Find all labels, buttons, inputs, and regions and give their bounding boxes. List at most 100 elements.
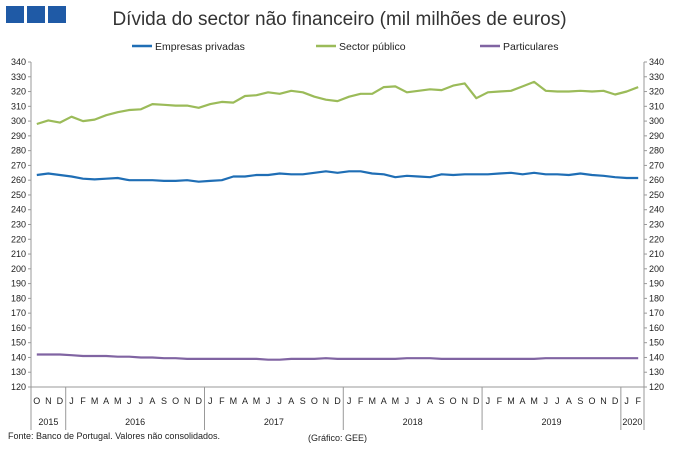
x-tick-label: A: [242, 396, 248, 406]
x-tick-label: N: [45, 396, 52, 406]
x-tick-label: F: [497, 396, 503, 406]
x-tick-label: M: [392, 396, 400, 406]
x-tick-label: J: [69, 396, 74, 406]
y-tick-label: 210: [11, 249, 26, 259]
x-tick-label: F: [80, 396, 86, 406]
year-label: 2019: [541, 417, 561, 427]
y-tick-label: 330: [11, 72, 26, 82]
y-tick-label: 320: [11, 87, 26, 97]
x-tick-label: J: [405, 396, 410, 406]
x-tick-label: J: [347, 396, 352, 406]
legend: Empresas privadas Sector público Particula…: [132, 41, 558, 53]
y-tick-label: 170: [11, 308, 26, 318]
x-tick-label: O: [172, 396, 179, 406]
series-line: [36, 80, 639, 126]
x-tick-label: F: [635, 396, 641, 406]
x-tick-label: F: [219, 396, 225, 406]
x-tick-label: N: [184, 396, 191, 406]
year-label: 2016: [125, 417, 145, 427]
x-tick-label: M: [530, 396, 538, 406]
x-tick-label: M: [253, 396, 261, 406]
x-tick-label: D: [473, 396, 480, 406]
y-tick-label-right: 270: [649, 160, 664, 170]
x-tick-label: J: [277, 396, 282, 406]
series-lines: [36, 80, 639, 361]
y-tick-label-right: 180: [649, 293, 664, 303]
x-tick-label: D: [57, 396, 64, 406]
y-tick-label-right: 230: [649, 220, 664, 230]
legend-label: Particulares: [503, 41, 558, 53]
y-tick-label: 230: [11, 220, 26, 230]
logo-square: [6, 6, 24, 23]
x-tick-label: J: [208, 396, 213, 406]
x-tick-label: J: [416, 396, 421, 406]
y-tick-label-right: 300: [649, 116, 664, 126]
x-tick-label: J: [486, 396, 491, 406]
y-tick-label: 150: [11, 338, 26, 348]
x-tick-label: A: [520, 396, 526, 406]
y-tick-label-right: 130: [649, 367, 664, 377]
x-tick-label: O: [588, 396, 595, 406]
y-tick-label: 260: [11, 175, 26, 185]
x-tick-label: A: [149, 396, 155, 406]
x-tick-label: M: [507, 396, 515, 406]
x-tick-label: J: [555, 396, 560, 406]
y-tick-label: 300: [11, 116, 26, 126]
x-tick-label: O: [311, 396, 318, 406]
x-tick-label: J: [139, 396, 144, 406]
y-tick-label-right: 170: [649, 308, 664, 318]
y-tick-label: 310: [11, 101, 26, 111]
y-tick-label-right: 260: [649, 175, 664, 185]
y-tick-label-right: 330: [649, 72, 664, 82]
year-label: 2015: [38, 417, 58, 427]
y-tick-label: 160: [11, 323, 26, 333]
y-tick-label-right: 140: [649, 352, 664, 362]
y-tick-label: 190: [11, 279, 26, 289]
x-tick-label: A: [103, 396, 109, 406]
y-tick-label-right: 290: [649, 131, 664, 141]
y-tick-label: 120: [11, 382, 26, 392]
x-tick-label: J: [624, 396, 629, 406]
y-tick-label: 290: [11, 131, 26, 141]
y-tick-label-right: 280: [649, 146, 664, 156]
x-tick-label: J: [127, 396, 132, 406]
y-tick-label: 240: [11, 205, 26, 215]
y-tick-label: 270: [11, 160, 26, 170]
x-tick-label: N: [600, 396, 607, 406]
legend-label: Sector público: [339, 41, 406, 53]
x-tick-label: M: [230, 396, 238, 406]
x-tick-label: N: [461, 396, 468, 406]
y-tick-label: 130: [11, 367, 26, 377]
logo-square: [48, 6, 66, 23]
x-tick-label: A: [288, 396, 294, 406]
x-tick-label: M: [114, 396, 122, 406]
y-tick-label-right: 340: [649, 57, 664, 67]
x-tick-label: N: [323, 396, 330, 406]
y-tick-label-right: 320: [649, 87, 664, 97]
source-note: Fonte: Banco de Portugal. Valores não co…: [8, 431, 220, 441]
y-tick-label-right: 120: [649, 382, 664, 392]
y-tick-label-right: 200: [649, 264, 664, 274]
chart-title: Dívida do sector não financeiro (mil mil…: [112, 9, 567, 30]
y-tick-label-right: 150: [649, 338, 664, 348]
y-tick-label-right: 250: [649, 190, 664, 200]
x-tick-label: J: [266, 396, 271, 406]
x-tick-label: O: [450, 396, 457, 406]
x-tick-label: A: [566, 396, 572, 406]
ministry-logo: [6, 6, 66, 23]
y-tick-label-right: 210: [649, 249, 664, 259]
axes: 120 120 130 130 140 140 150 150 160 160 170 170 180 1…: [11, 57, 664, 430]
x-tick-label: S: [161, 396, 167, 406]
y-tick-label: 340: [11, 57, 26, 67]
y-tick-label: 200: [11, 264, 26, 274]
x-tick-label: A: [427, 396, 433, 406]
y-tick-label-right: 240: [649, 205, 664, 215]
year-label: 2017: [264, 417, 284, 427]
y-tick-label: 280: [11, 146, 26, 156]
chart-credit: (Gráfico: GEE): [308, 433, 367, 443]
y-tick-label: 250: [11, 190, 26, 200]
x-tick-label: D: [334, 396, 341, 406]
y-tick-label: 180: [11, 293, 26, 303]
x-tick-label: M: [91, 396, 99, 406]
x-tick-label: A: [381, 396, 387, 406]
